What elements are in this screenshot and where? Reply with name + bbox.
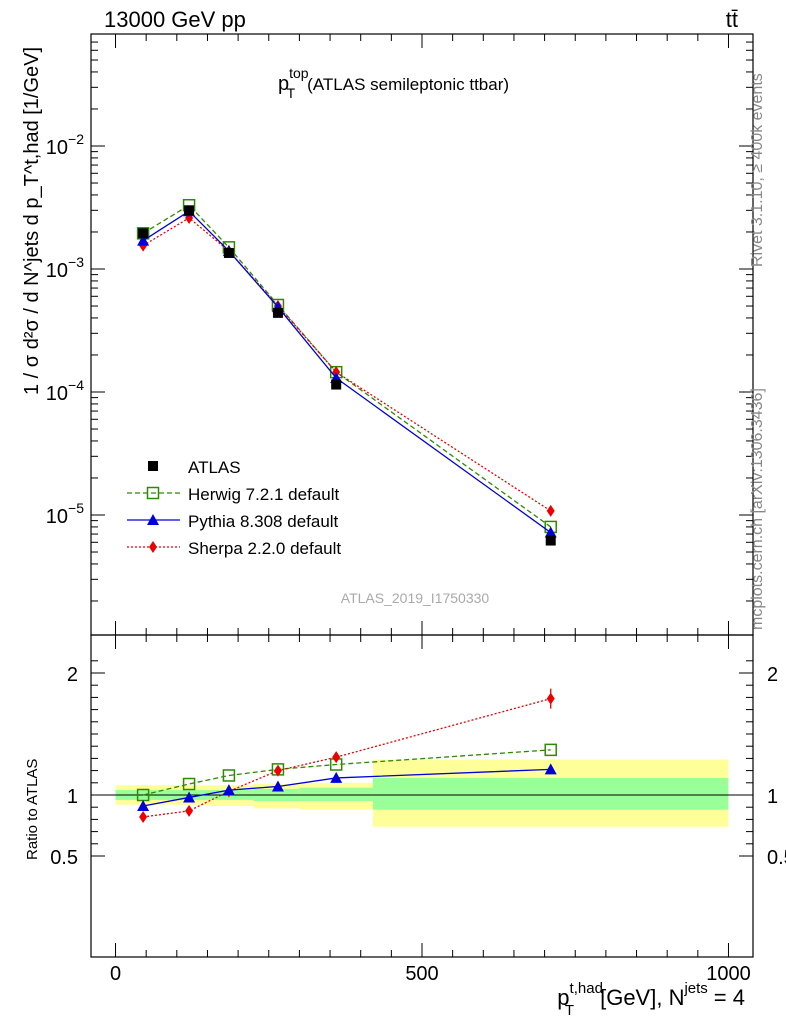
rivet-version-label: Rivet 3.1.10, ≥ 400k events (749, 73, 766, 267)
ratio-y-tick-label-right-1: 1 (767, 786, 778, 808)
x-tick-label-1: 500 (405, 963, 438, 985)
ratio-line-sherpa (143, 697, 551, 818)
main-series-group (136, 198, 557, 546)
legend-label-sherpa: Sherpa 2.2.0 default (188, 539, 341, 558)
ratio-point-sherpa-4 (332, 751, 341, 764)
energy-label: 13000 GeV pp (104, 7, 246, 32)
main-y-axis-label: 1 / σ d²σ / d N^jets d p_T^t,had [1/GeV] (21, 47, 43, 395)
legend-label-pythia: Pythia 8.308 default (188, 512, 339, 531)
main-y-tick-label-3: 10−2 (46, 131, 84, 159)
legend-marker-sherpa (149, 541, 157, 553)
legend-entry-pythia: Pythia 8.308 default (127, 512, 339, 531)
analysis-watermark: ATLAS_2019_I1750330 (341, 590, 490, 606)
ratio-point-pythia-2 (222, 784, 235, 796)
ratio-y-tick-label-0: 0.5 (50, 847, 78, 869)
main-point-atlas-4 (331, 379, 342, 390)
legend-entry-sherpa: Sherpa 2.2.0 default (127, 539, 341, 558)
main-point-atlas-3 (272, 307, 283, 318)
main-point-pythia-0 (137, 234, 150, 246)
ratio-point-herwig-5 (544, 743, 557, 757)
main-y-tick-label-0: 10−5 (46, 500, 84, 528)
process-label: tt̄ (726, 7, 738, 32)
ratio-y-axis-label: Ratio to ATLAS (24, 759, 41, 860)
svg-text:mcplots.cern.ch [arXiv:1306.34: mcplots.cern.ch [arXiv:1306.3436] (749, 388, 766, 630)
ratio-point-herwig-1 (182, 777, 196, 791)
ratio-y-tick-label-right-2: 2 (767, 664, 778, 686)
ratio-y-tick-label-right-0: 0.5 (767, 847, 786, 869)
ratio-point-sherpa-5 (546, 692, 555, 705)
legend-marker-atlas (148, 461, 158, 471)
main-point-atlas-2 (223, 247, 234, 258)
ratio-uncertainty-bands (115, 759, 729, 827)
svg-text:Ratio to ATLAS: Ratio to ATLAS (24, 759, 41, 860)
main-y-tick-label-2: 10−3 (46, 254, 84, 282)
main-line-pythia (142, 210, 552, 534)
svg-text:Rivet 3.1.10, ≥ 400k events: Rivet 3.1.10, ≥ 400k events (749, 73, 766, 267)
ratio-line-pythia (142, 768, 551, 807)
ratio-y-tick-label-2: 2 (67, 664, 78, 686)
band-inner-bin-4 (299, 787, 373, 802)
main-y-tick-label-1: 10−4 (46, 377, 84, 405)
legend-label-atlas: ATLAS (188, 458, 241, 477)
x-tick-label-2: 1000 (706, 963, 751, 985)
legend: ATLAS Herwig 7.2.1 default Pythia 8.308 de… (127, 458, 341, 558)
ratio-point-pythia-3 (271, 780, 284, 792)
main-line-herwig (142, 204, 552, 528)
main-point-pythia-5 (544, 526, 557, 538)
x-tick-label-0: 0 (110, 963, 121, 985)
main-series-herwig (136, 198, 557, 534)
main-plot-title: ptop T (ATLAS semileptonic ttbar) (278, 65, 509, 101)
ratio-point-pythia-0 (137, 799, 150, 811)
ratio-point-sherpa-0 (139, 810, 148, 823)
main-point-atlas-1 (184, 205, 195, 216)
main-line-sherpa (142, 217, 552, 512)
ratio-point-sherpa-1 (185, 804, 194, 817)
main-point-atlas-5 (545, 535, 556, 546)
legend-entry-atlas: ATLAS (148, 458, 241, 477)
legend-marker-pythia (147, 514, 159, 525)
legend-marker-herwig (146, 486, 160, 500)
legend-entry-herwig: Herwig 7.2.1 default (127, 485, 339, 504)
ratio-point-sherpa-3 (273, 764, 282, 777)
ratio-line-herwig (142, 749, 551, 796)
band-inner-bin-5 (372, 777, 729, 810)
legend-label-herwig: Herwig 7.2.1 default (188, 485, 339, 504)
x-axis-label: pt,had T[GeV], Njets = 4 (557, 980, 745, 1019)
ratio-point-pythia-5 (544, 763, 557, 775)
main-point-sherpa-5 (546, 504, 555, 517)
mcplots-label: mcplots.cern.ch [arXiv:1306.3436] (749, 388, 766, 630)
svg-text:1 / σ d²σ / d N^jets d p_T^t,h: 1 / σ d²σ / d N^jets d p_T^t,had [1/GeV] (21, 47, 43, 395)
ratio-series-group (136, 688, 557, 823)
axis-ticks: 10−5 10−4 10−3 10−2 0.5 0.5 1 1 2 2 0 500 1000 (46, 34, 786, 985)
ratio-point-pythia-1 (183, 791, 196, 803)
ratio-y-tick-label-1: 1 (67, 786, 78, 808)
ratio-point-herwig-2 (222, 769, 236, 782)
ratio-series-sherpa (139, 688, 555, 823)
main-point-atlas-0 (138, 228, 149, 239)
ratio-point-pythia-4 (330, 771, 343, 783)
ratio-series-pythia (137, 763, 557, 811)
main-series-atlas (138, 205, 556, 546)
